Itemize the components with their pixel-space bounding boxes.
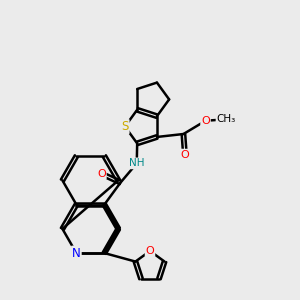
Text: O: O: [97, 169, 106, 179]
Text: O: O: [201, 116, 210, 126]
Text: N: N: [72, 247, 81, 260]
Text: NH: NH: [129, 158, 145, 168]
Text: CH₃: CH₃: [217, 114, 236, 124]
Text: O: O: [146, 246, 154, 256]
Text: S: S: [121, 120, 129, 133]
Text: O: O: [181, 150, 189, 160]
